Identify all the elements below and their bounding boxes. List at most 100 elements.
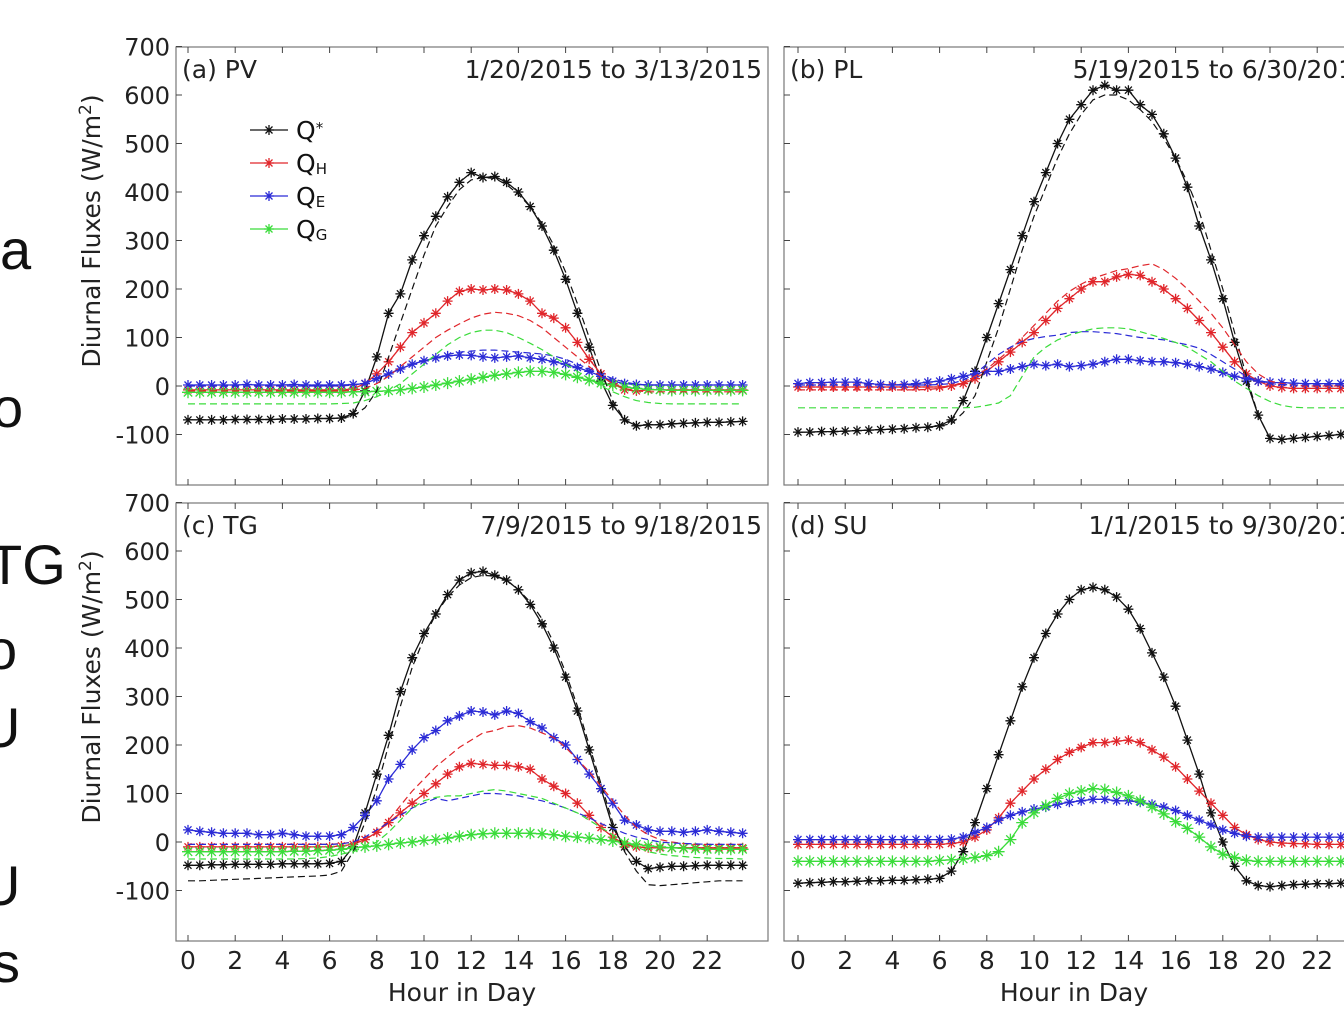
- data-point-qe: [1229, 828, 1240, 839]
- data-point-qe: [970, 827, 980, 838]
- data-point-qe: [816, 834, 827, 845]
- data-point-qg: [701, 384, 714, 397]
- data-point-qstar: [301, 414, 311, 424]
- x-tick-label: 16: [1160, 946, 1192, 975]
- data-point-qstar: [301, 858, 311, 869]
- data-point-qh: [1029, 774, 1039, 784]
- data-point-qe: [828, 377, 839, 388]
- data-point-qg: [724, 843, 737, 856]
- data-point-qe: [981, 366, 992, 377]
- data-point-qe: [1005, 364, 1016, 374]
- data-point-qh: [548, 313, 559, 324]
- x-tick-label: 22: [691, 946, 723, 975]
- data-point-qstar: [371, 769, 382, 780]
- side-text-fragment: U: [0, 696, 21, 759]
- data-point-qstar: [572, 706, 583, 716]
- data-point-qg: [618, 381, 631, 393]
- data-point-qh: [537, 774, 547, 784]
- data-point-qstar: [1206, 254, 1216, 265]
- data-point-qe: [1170, 357, 1181, 368]
- data-point-qh: [489, 760, 500, 771]
- data-point-qstar: [1123, 85, 1134, 96]
- data-point-qe: [804, 834, 815, 845]
- data-point-qe: [934, 834, 945, 845]
- x-tick-label: 22: [1301, 946, 1333, 975]
- y-tick-label: 200: [124, 276, 170, 304]
- data-point-qh: [1064, 747, 1075, 758]
- data-point-qstar: [863, 875, 874, 886]
- data-point-qstar: [1111, 85, 1122, 96]
- data-point-qg: [559, 830, 572, 843]
- chart-panel: -100 0 100 200 300 400 500 600 700 (a) PV 1/20/201…: [76, 34, 769, 486]
- data-point-qe: [875, 834, 886, 845]
- data-point-qg: [1216, 848, 1229, 861]
- data-point-qh: [1288, 383, 1299, 394]
- data-point-qe: [1158, 356, 1169, 367]
- data-point-qg: [193, 386, 206, 399]
- data-point-qstar: [714, 417, 724, 428]
- data-point-qe: [911, 378, 921, 389]
- data-point-qe: [666, 826, 677, 837]
- data-point-qh: [478, 285, 488, 295]
- data-point-qg: [1205, 840, 1217, 853]
- data-point-qstar: [466, 567, 477, 578]
- legend-label-qe: QE: [296, 182, 325, 211]
- data-point-qg: [394, 837, 407, 849]
- data-point-qstar: [793, 878, 803, 889]
- data-point-qg: [406, 836, 419, 848]
- data-point-qstar: [899, 875, 910, 886]
- y-tick-label: 600: [124, 82, 170, 110]
- data-point-qh: [1217, 810, 1228, 821]
- data-point-qstar: [828, 876, 839, 887]
- data-point-qg: [1311, 855, 1324, 868]
- data-point-qstar: [584, 744, 595, 755]
- data-point-qe: [277, 380, 288, 390]
- data-point-qg: [980, 849, 993, 862]
- data-point-qg: [205, 845, 218, 858]
- data-point-qe: [1265, 377, 1275, 388]
- data-point-qe: [1276, 377, 1287, 388]
- data-point-qe: [852, 834, 862, 845]
- series-line-qg: [798, 787, 1344, 863]
- data-point-qe: [1182, 359, 1193, 370]
- data-point-qstar: [1135, 623, 1146, 634]
- data-point-qg: [642, 839, 655, 852]
- data-point-qe: [289, 379, 300, 390]
- data-point-qg: [792, 855, 804, 868]
- y-tick-label: 100: [124, 325, 170, 353]
- data-point-qg: [642, 383, 655, 396]
- y-axis-label: Diurnal Fluxes (W/m2): [76, 550, 106, 823]
- data-point-qh: [1324, 839, 1334, 850]
- data-point-qh: [1076, 284, 1087, 294]
- data-point-qg: [1252, 855, 1265, 868]
- x-tick-label: 8: [979, 946, 995, 975]
- data-point-qe: [1182, 810, 1193, 821]
- data-point-qstar: [1158, 672, 1169, 683]
- data-point-qe: [407, 359, 418, 370]
- data-point-qh: [946, 381, 957, 391]
- data-point-qstar: [911, 422, 921, 433]
- data-point-qh: [513, 288, 524, 299]
- data-point-qg: [630, 838, 643, 851]
- data-point-qe: [1241, 373, 1252, 384]
- data-point-qh: [958, 378, 969, 389]
- series-group: [182, 566, 749, 887]
- panel-period: 5/19/2015 to 6/30/2015: [1073, 55, 1344, 84]
- data-point-qg: [229, 386, 242, 399]
- chart-panel: -100 0 100 200 300 400 500 600 700 0 2 4 6 8 10 12 14 16 1…: [76, 490, 769, 1007]
- data-point-qh: [584, 354, 595, 365]
- data-point-qg: [217, 386, 230, 399]
- data-point-qh: [454, 286, 465, 297]
- x-tick-label: 6: [322, 946, 338, 975]
- data-point-qe: [1265, 832, 1275, 843]
- x-tick-label: 2: [227, 946, 243, 975]
- data-point-qg: [488, 827, 501, 840]
- data-point-qh: [383, 356, 394, 367]
- data-point-qstar: [1017, 230, 1028, 241]
- data-point-qstar: [946, 414, 957, 425]
- data-point-qg: [429, 833, 442, 846]
- data-point-qe: [714, 826, 724, 837]
- data-point-qg: [252, 386, 265, 399]
- chart-panel: (b) PL 5/19/2015 to 6/30/2015: [783, 46, 1344, 486]
- y-tick-label: 700: [124, 34, 170, 62]
